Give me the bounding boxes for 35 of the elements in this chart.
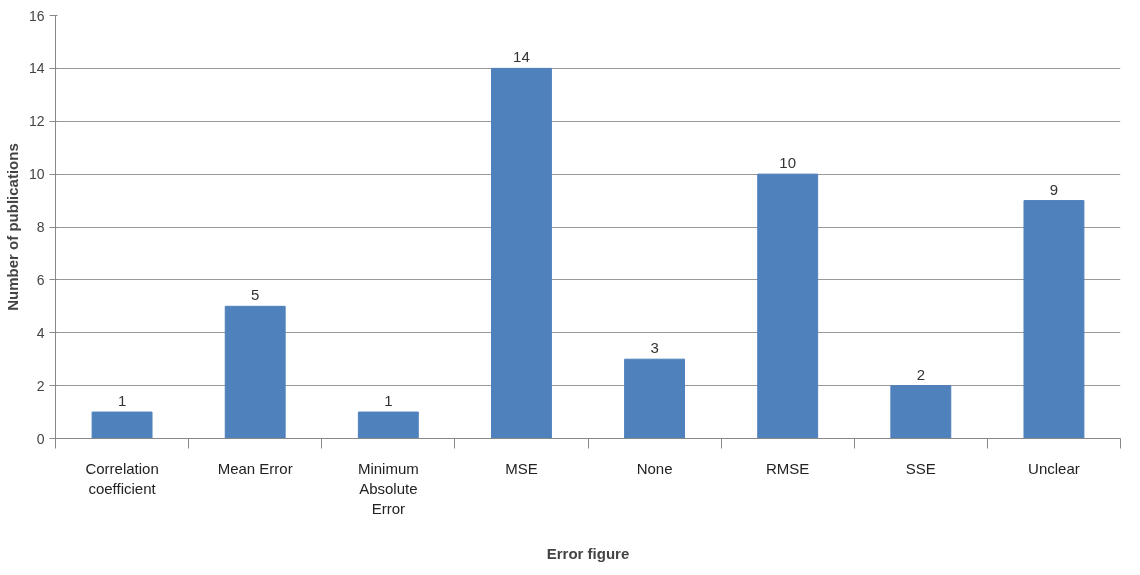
data-label: 1 [384,392,393,410]
data-label: 14 [513,48,530,66]
x-tick-label: Unclear [1028,459,1080,477]
data-label: 10 [779,154,797,172]
data-label: 1 [117,392,127,410]
x-tick-label: Correlation coefficient [85,459,159,497]
bar [890,385,952,439]
bar [624,358,686,439]
y-tick-label: 6 [36,271,45,288]
y-axis-title: Number of publications [3,143,21,311]
x-axis-title: Error figure [546,545,630,563]
x-tick-label: None [636,459,673,477]
x-tick-label: SSE [905,459,936,477]
bar [91,411,153,439]
y-tick-label: 16 [28,7,45,24]
bar [357,411,419,439]
y-tick-label: 0 [36,430,45,447]
bar [1023,200,1085,439]
x-tick-label: MSE [505,459,538,477]
bar [224,305,286,439]
x-tick-label: RMSE [766,459,810,477]
y-tick-label: 4 [36,324,45,341]
x-tick-label: Minimum Absolute Error [357,459,419,518]
y-tick-label: 14 [28,60,45,77]
x-tick-label: Mean Error [217,459,293,477]
bar [490,67,552,439]
y-tick-label: 2 [36,377,45,394]
data-label: 9 [1049,180,1059,198]
bar [757,173,819,439]
data-label: 5 [251,286,260,304]
y-tick-label: 10 [28,166,45,183]
data-label: 2 [916,365,925,383]
y-tick-label: 12 [28,113,45,130]
data-label: 3 [650,339,659,357]
y-tick-label: 8 [36,219,45,235]
